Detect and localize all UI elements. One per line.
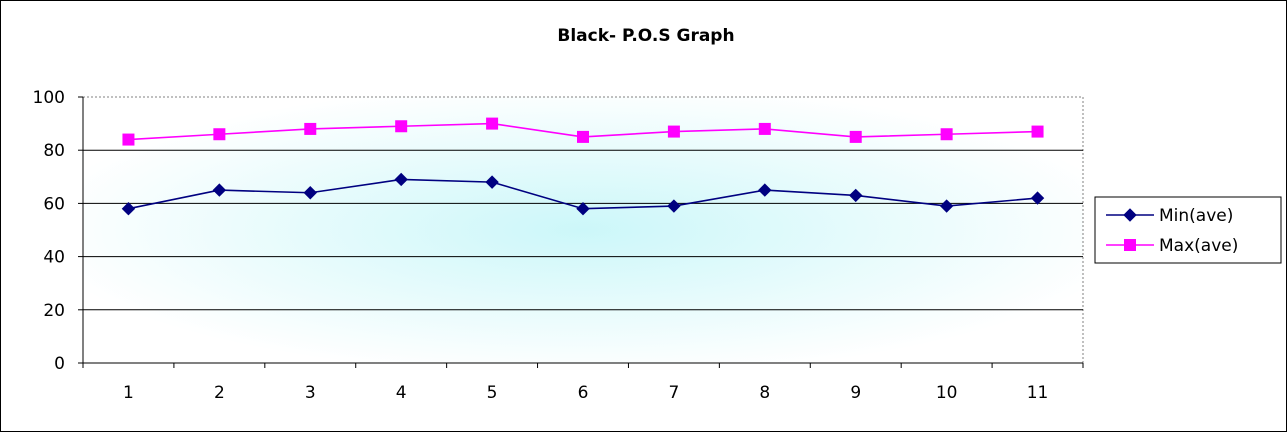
data-point-min-ave xyxy=(212,183,227,197)
data-point-max-ave xyxy=(849,130,862,143)
y-tick-label: 100 xyxy=(33,88,65,108)
data-point-min-ave xyxy=(1030,191,1045,205)
data-point-max-ave xyxy=(213,128,226,141)
legend-box xyxy=(1094,196,1282,264)
data-point-max-ave xyxy=(758,122,771,135)
x-tick-labels: 1 2 3 4 5 6 7 8 9 10 11 xyxy=(123,383,1048,403)
series-max-ave xyxy=(122,117,1044,146)
data-point-max-ave xyxy=(1031,125,1044,138)
data-point-max-ave xyxy=(667,125,680,138)
y-tick-label: 20 xyxy=(43,301,65,321)
gridlines xyxy=(83,149,1083,311)
legend-marker xyxy=(1124,239,1136,251)
y-tick-label: 60 xyxy=(43,194,65,214)
legend-marker xyxy=(1123,208,1137,222)
x-tick-label: 2 xyxy=(214,383,225,403)
x-tick-label: 7 xyxy=(668,383,679,403)
x-tick-label: 3 xyxy=(305,383,316,403)
x-tick-label: 8 xyxy=(759,383,770,403)
data-point-max-ave xyxy=(395,120,408,133)
data-point-min-ave xyxy=(303,186,317,200)
x-tick-label: 9 xyxy=(850,383,861,403)
y-tick-label: 0 xyxy=(54,354,65,374)
data-point-max-ave xyxy=(304,122,317,135)
legend[interactable]: Min(ave) Max(ave) xyxy=(1106,206,1238,256)
y-tick-label: 80 xyxy=(43,141,65,161)
data-point-min-ave xyxy=(121,202,136,216)
data-point-min-ave xyxy=(758,183,772,197)
x-tick-label: 5 xyxy=(487,383,498,403)
y-tick-label: 40 xyxy=(43,248,65,268)
data-point-min-ave xyxy=(485,175,499,189)
data-point-max-ave xyxy=(122,133,135,146)
data-point-min-ave xyxy=(667,199,681,213)
data-point-max-ave xyxy=(940,128,953,141)
axes xyxy=(78,96,1084,368)
legend-item-min-ave[interactable]: Min(ave) xyxy=(1106,206,1233,226)
chart-title: Black- P.O.S Graph xyxy=(557,26,734,46)
legend-label: Max(ave) xyxy=(1159,236,1238,256)
x-tick-label: 6 xyxy=(578,383,589,403)
x-tick-label: 1 xyxy=(123,383,134,403)
legend-item-max-ave[interactable]: Max(ave) xyxy=(1106,236,1238,256)
data-point-max-ave xyxy=(577,130,589,143)
data-point-max-ave xyxy=(486,117,499,130)
data-point-min-ave xyxy=(576,202,590,216)
x-tick-label: 10 xyxy=(936,383,958,403)
y-tick-labels: 0 20 40 60 80 100 xyxy=(33,88,65,374)
legend-label: Min(ave) xyxy=(1159,206,1233,226)
series-min-ave xyxy=(121,172,1045,216)
series xyxy=(121,117,1045,216)
data-point-min-ave xyxy=(394,172,408,187)
x-tick-label: 11 xyxy=(1027,383,1049,403)
data-point-min-ave xyxy=(939,199,954,213)
x-tick-label: 4 xyxy=(396,383,407,403)
data-point-min-ave xyxy=(849,188,863,203)
